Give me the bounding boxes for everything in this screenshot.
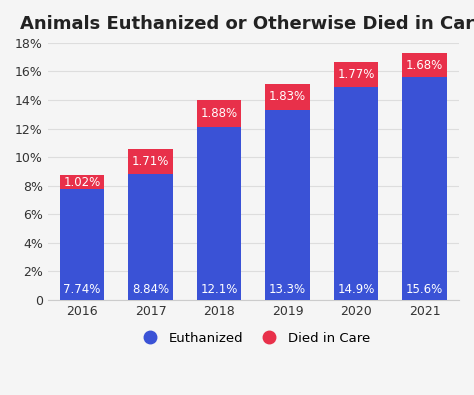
Bar	[197, 127, 241, 300]
Text: 1.83%: 1.83%	[269, 90, 306, 103]
Text: 15.6%: 15.6%	[406, 283, 443, 296]
Bar	[128, 149, 173, 174]
Bar	[265, 84, 310, 110]
Text: 13.3%: 13.3%	[269, 283, 306, 296]
Bar	[334, 87, 378, 300]
Text: 7.74%: 7.74%	[64, 283, 100, 296]
Text: 1.77%: 1.77%	[337, 68, 375, 81]
Title: Animals Euthanized or Otherwise Died in Care: Animals Euthanized or Otherwise Died in …	[20, 15, 474, 33]
Text: 1.02%: 1.02%	[64, 176, 100, 189]
Bar	[402, 77, 447, 300]
Text: 1.68%: 1.68%	[406, 59, 443, 71]
Bar	[265, 110, 310, 300]
Text: 14.9%: 14.9%	[337, 283, 375, 296]
Text: 8.84%: 8.84%	[132, 283, 169, 296]
Bar	[402, 53, 447, 77]
Legend: Euthanized, Died in Care: Euthanized, Died in Care	[131, 326, 375, 350]
Bar	[60, 175, 104, 190]
Text: 1.71%: 1.71%	[132, 155, 169, 168]
Bar	[197, 100, 241, 127]
Text: 1.88%: 1.88%	[201, 107, 237, 120]
Bar	[334, 62, 378, 87]
Text: 12.1%: 12.1%	[201, 283, 238, 296]
Bar	[60, 190, 104, 300]
Bar	[128, 174, 173, 300]
